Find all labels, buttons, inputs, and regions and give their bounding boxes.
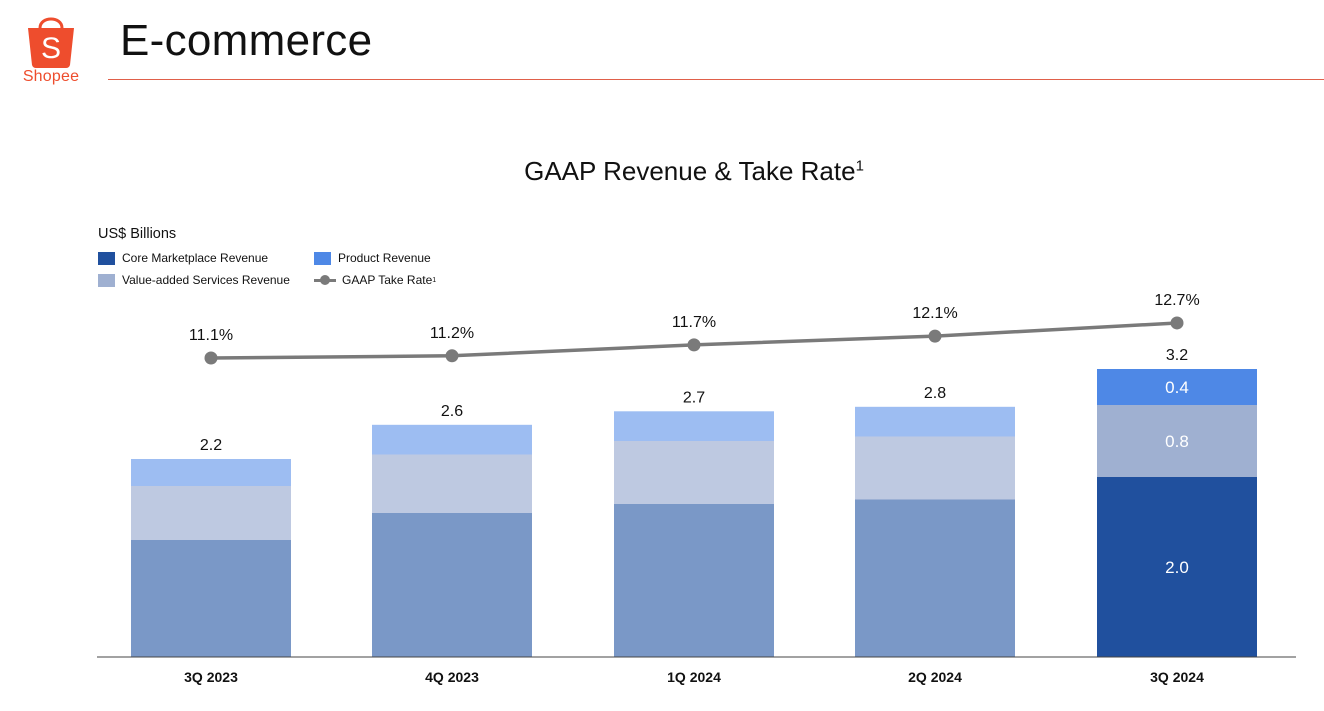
x-tick-label: 2Q 2024 — [908, 669, 962, 685]
legend-label-take-rate: GAAP Take Rate — [342, 273, 433, 287]
bar-value-added-services-revenue-5 — [1097, 405, 1257, 477]
take-rate-label: 12.1% — [912, 305, 957, 322]
unit-label: US$ Billions — [98, 226, 177, 242]
shopee-logo: S Shopee — [18, 10, 84, 90]
bar-total-label: 3.2 — [1166, 347, 1188, 364]
bar-product-revenue-2 — [372, 424, 532, 455]
take-rate-point — [1170, 316, 1184, 330]
legend-label-core: Core Marketplace Revenue — [122, 251, 269, 265]
chart-title-text: GAAP Revenue & Take Rate — [524, 156, 856, 186]
take-rate-label: 12.7% — [1154, 292, 1199, 309]
legend-swatch-product — [314, 251, 331, 265]
bar-product-revenue-4 — [855, 406, 1015, 437]
bar-product-revenue-5 — [1097, 369, 1257, 405]
page-title: E-commerce — [120, 16, 373, 65]
legend-take-rate-footnote: 1 — [432, 276, 437, 284]
bar-product-revenue-3 — [614, 411, 774, 441]
logo-wordmark: Shopee — [22, 68, 80, 85]
bar-core-marketplace-revenue-3 — [614, 504, 774, 657]
bar-core-marketplace-revenue-5 — [1097, 477, 1257, 657]
legend-label-product: Product Revenue — [338, 251, 431, 265]
chart-title-footnote: 1 — [855, 157, 864, 175]
x-tick-label: 3Q 2024 — [1150, 669, 1204, 685]
bar-total-label: 2.8 — [924, 385, 946, 402]
bar-core-marketplace-revenue-2 — [372, 513, 532, 657]
logo-glyph: S — [41, 32, 61, 65]
bar-value-added-services-revenue-4 — [855, 436, 1015, 500]
legend-line-marker — [314, 274, 336, 287]
legend-swatch-core — [98, 251, 115, 265]
take-rate-point — [687, 338, 701, 352]
title-divider — [108, 79, 1324, 80]
bar-value-added-services-revenue-2 — [372, 454, 532, 513]
take-rate-label: 11.2% — [430, 325, 474, 342]
bar-core-marketplace-revenue-4 — [855, 499, 1015, 657]
segment-label: 2.0 — [1165, 558, 1189, 577]
shopping-bag-icon: S — [28, 17, 74, 68]
legend-product-revenue: Product Revenue — [314, 251, 431, 265]
legend-value-added: Value-added Services Revenue — [98, 273, 290, 287]
segment-label: 0.4 — [1165, 378, 1189, 397]
chart-title: GAAP Revenue & Take Rate1 — [0, 156, 1324, 187]
segment-label: 0.8 — [1165, 432, 1189, 451]
bar-value-added-services-revenue-1 — [131, 486, 291, 540]
take-rate-label: 11.1% — [189, 327, 233, 344]
take-rate-point — [445, 349, 459, 363]
bar-total-label: 2.7 — [683, 389, 705, 406]
legend-label-vas: Value-added Services Revenue — [122, 273, 290, 287]
bar-product-revenue-1 — [131, 459, 291, 486]
take-rate-point — [204, 351, 218, 365]
legend-swatch-vas — [98, 273, 115, 287]
legend-take-rate: GAAP Take Rate 1 — [314, 273, 436, 287]
bar-core-marketplace-revenue-1 — [131, 540, 291, 657]
bar-total-label: 2.2 — [200, 437, 222, 454]
x-tick-label: 1Q 2024 — [667, 669, 721, 685]
bar-value-added-services-revenue-3 — [614, 441, 774, 504]
bar-total-label: 2.6 — [441, 403, 463, 420]
x-tick-label: 4Q 2023 — [425, 669, 479, 685]
take-rate-point — [928, 329, 942, 343]
x-tick-label: 3Q 2023 — [184, 669, 238, 685]
take-rate-label: 11.7% — [672, 314, 716, 331]
legend-core-marketplace: Core Marketplace Revenue — [98, 251, 268, 265]
